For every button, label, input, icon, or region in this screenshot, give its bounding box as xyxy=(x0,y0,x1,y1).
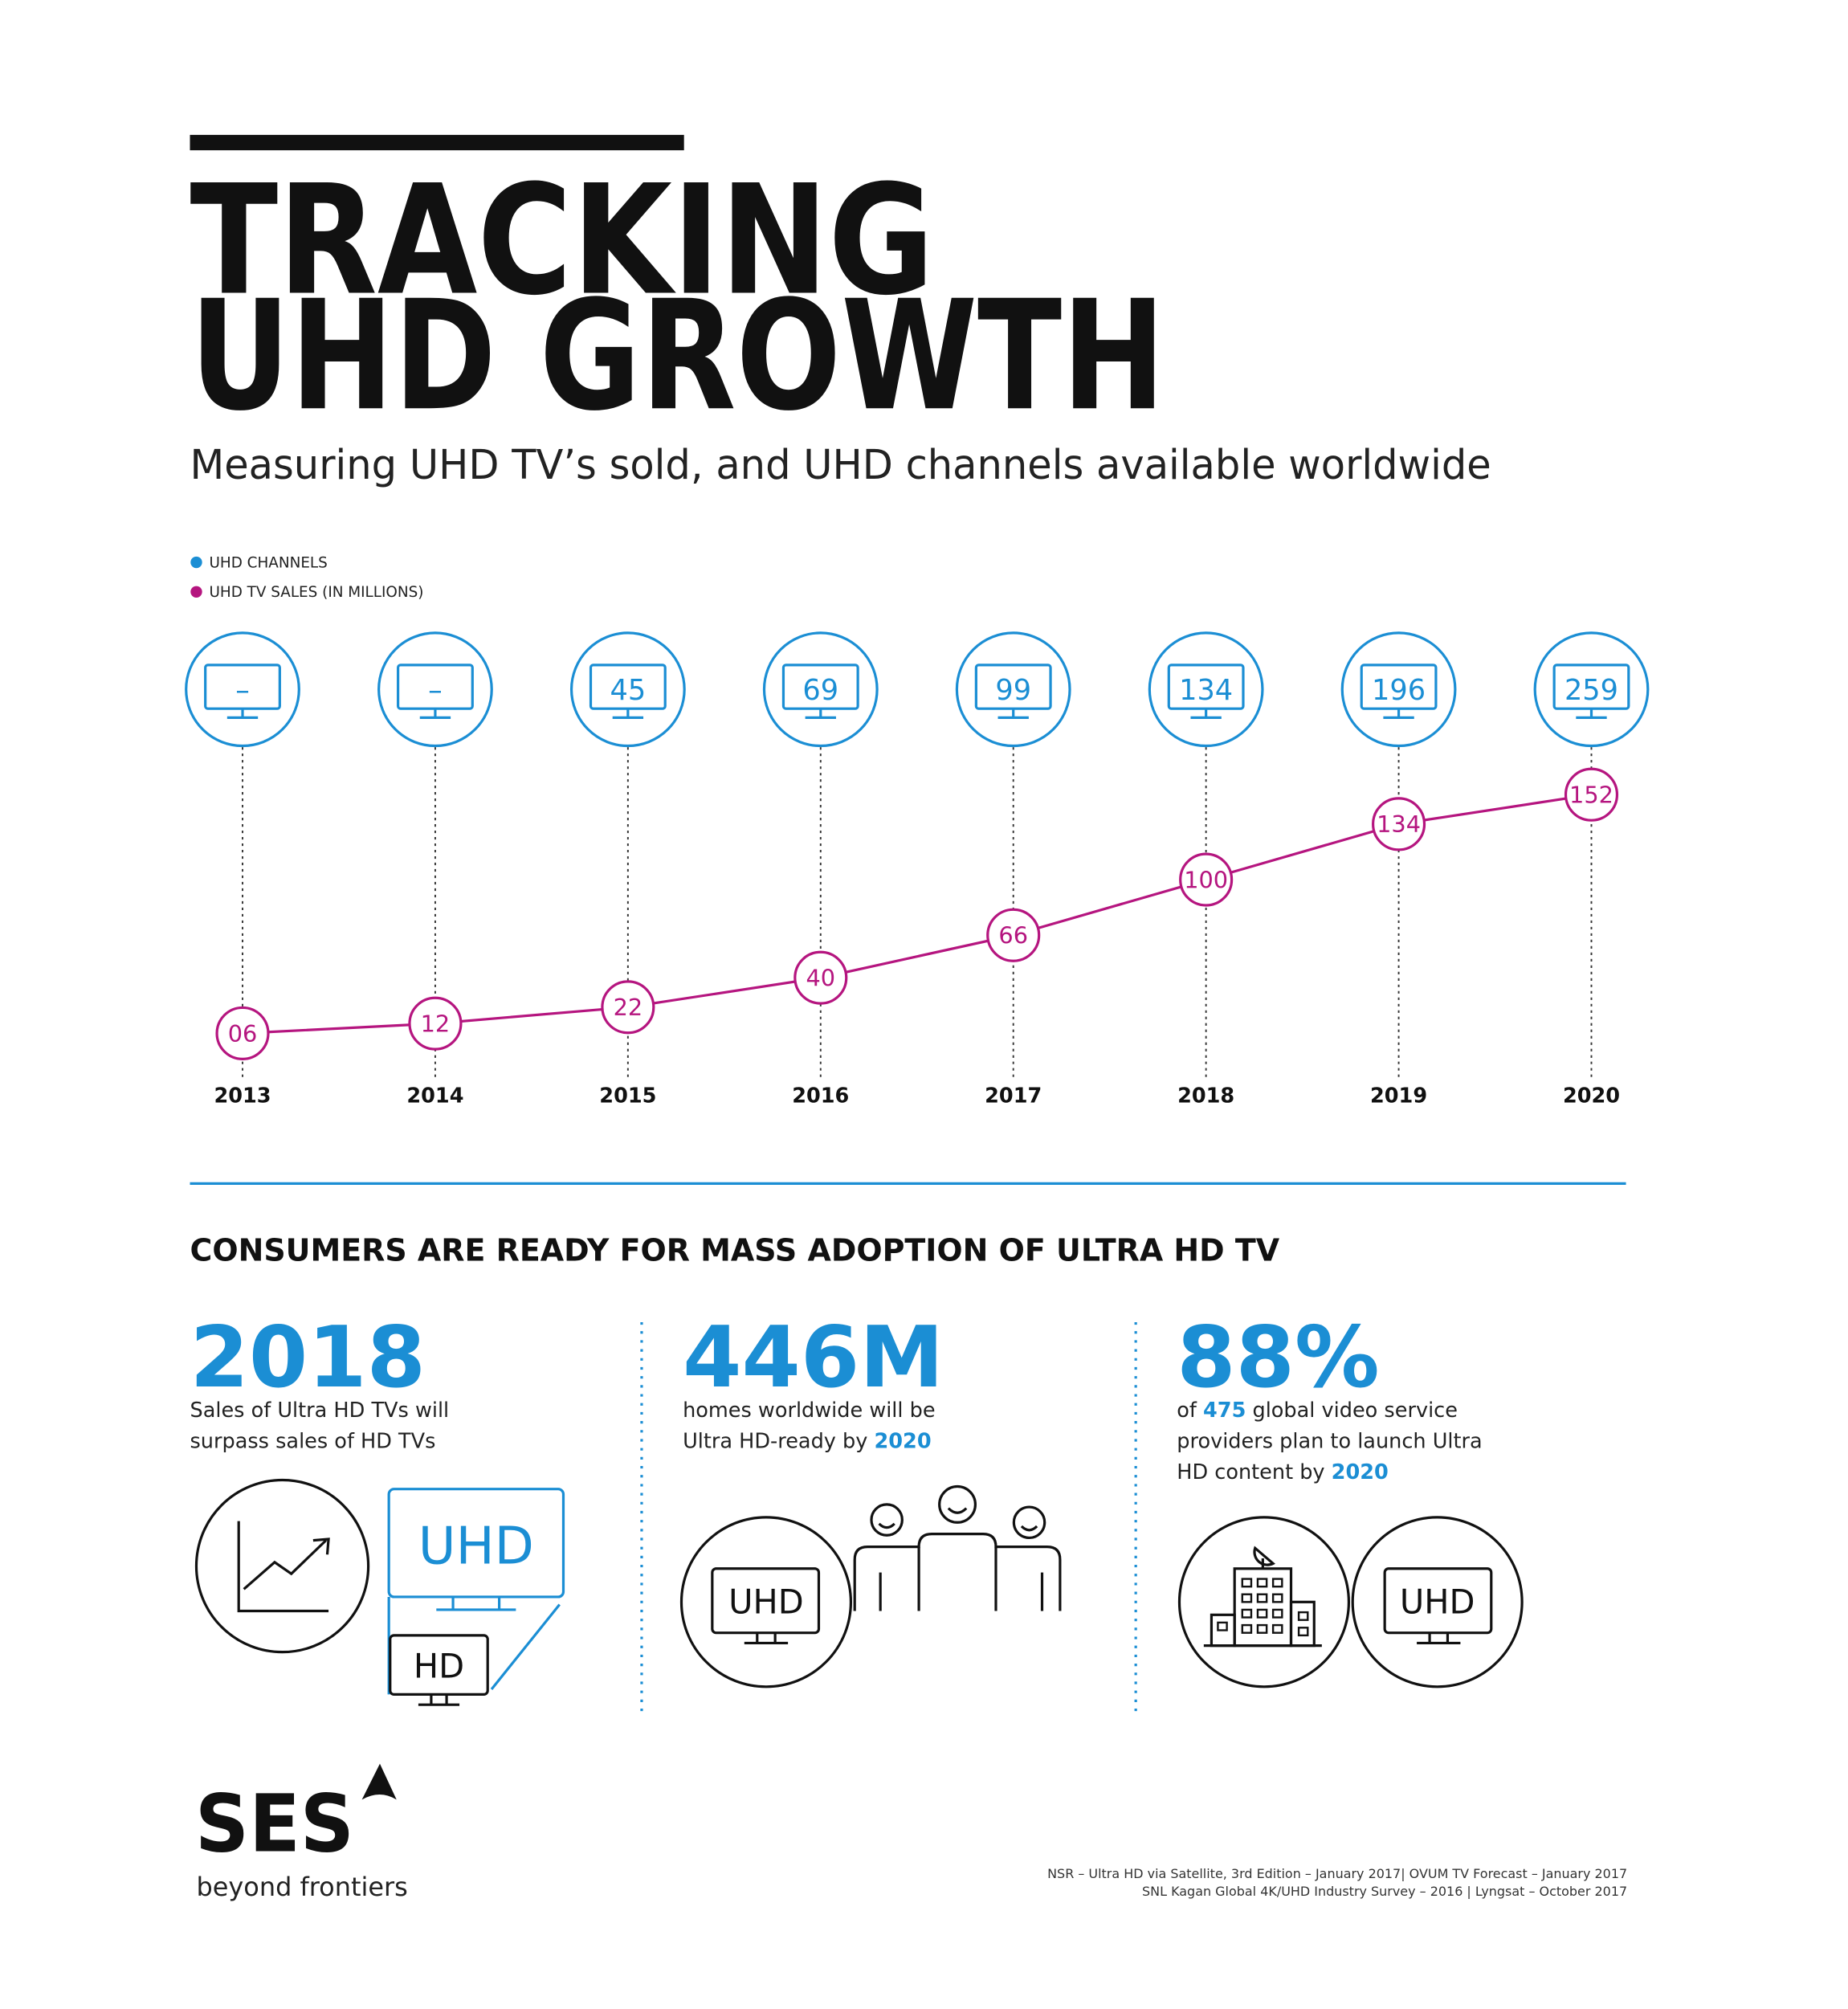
logo-mark xyxy=(361,1763,397,1800)
stat-text-part: homes worldwide will be xyxy=(683,1399,935,1423)
top-bar xyxy=(190,134,684,151)
channel-label: 45 xyxy=(610,674,647,707)
badge-ring xyxy=(1340,631,1457,748)
stat-figure: 446M xyxy=(683,1308,944,1407)
legend-dot xyxy=(190,586,202,598)
sales-point xyxy=(986,908,1041,962)
channel-label: – xyxy=(428,674,443,707)
sales-point xyxy=(1372,797,1426,851)
uhd-service-icon: UHD xyxy=(1351,1516,1524,1688)
channel-badge: 196 xyxy=(1340,631,1457,748)
x-tick-label: 2014 xyxy=(406,1084,463,1109)
icon-label: UHD xyxy=(418,1517,534,1576)
stat-text-part: of xyxy=(1177,1399,1203,1423)
stat-text: of 475 global video service xyxy=(1177,1399,1458,1423)
x-tick-label: 2015 xyxy=(599,1084,656,1109)
stat-text-part: 2020 xyxy=(1332,1460,1389,1484)
people-icon xyxy=(853,1484,1062,1611)
channel-badge: 259 xyxy=(1533,631,1650,748)
logo: SES xyxy=(195,1778,354,1870)
sales-label: 40 xyxy=(806,965,835,992)
stat-text-part: Ultra HD-ready by xyxy=(683,1430,874,1454)
stat-figure: 88% xyxy=(1177,1308,1379,1407)
legend-label: UHD CHANNELS xyxy=(209,554,327,571)
x-tick-label: 2018 xyxy=(1177,1084,1234,1109)
sales-label: 22 xyxy=(614,994,643,1021)
stat-text-part: Sales of Ultra HD TVs will xyxy=(190,1399,449,1423)
sales-point xyxy=(1564,767,1619,822)
stat-text-part: surpass sales of HD TVs xyxy=(190,1430,435,1454)
uhd-homes-icon: UHD xyxy=(679,1516,853,1688)
badge-ring xyxy=(955,631,1071,748)
sales-line xyxy=(242,793,1592,1035)
sales-label: 134 xyxy=(1377,811,1421,838)
stat-text: homes worldwide will be xyxy=(683,1399,935,1423)
source-note: NSR – Ultra HD via Satellite, 3rd Editio… xyxy=(1047,1866,1627,1881)
stat-text: surpass sales of HD TVs xyxy=(190,1430,435,1454)
growth-icon xyxy=(194,1478,370,1654)
channel-label: 259 xyxy=(1564,674,1618,707)
stat-text: HD content by 2020 xyxy=(1177,1460,1389,1484)
badge-ring xyxy=(185,631,300,748)
channel-badge: 99 xyxy=(955,631,1071,748)
channel-badge: – xyxy=(185,631,300,748)
channel-label: 99 xyxy=(995,674,1031,707)
sales-point xyxy=(793,950,848,1005)
subtitle: Measuring UHD TV’s sold, and UHD channel… xyxy=(190,442,1491,489)
stat-text-part: HD content by xyxy=(1177,1460,1331,1484)
chart: UHD CHANNELS UHD TV SALES (IN MILLIONS) 20… xyxy=(185,554,1650,1109)
hd-tv-icon: HD xyxy=(389,1634,489,1706)
icon-label: HD xyxy=(414,1647,464,1686)
stat-text: Sales of Ultra HD TVs will xyxy=(190,1399,449,1423)
sales-label: 152 xyxy=(1569,782,1613,809)
channel-label: – xyxy=(235,674,250,707)
channel-label: 134 xyxy=(1179,674,1233,707)
x-tick-label: 2020 xyxy=(1563,1084,1620,1109)
tagline: beyond frontiers xyxy=(196,1872,407,1902)
icon-label: UHD xyxy=(728,1582,804,1622)
sales-point xyxy=(215,1006,270,1060)
channel-badge: 69 xyxy=(762,631,879,748)
sales-label: 06 xyxy=(228,1020,258,1047)
title-line: TRACKING xyxy=(190,153,934,329)
stat-text-part: 2020 xyxy=(875,1430,932,1454)
building-icon xyxy=(1177,1516,1351,1688)
section-heading: CONSUMERS ARE READY FOR MASS ADOPTION OF… xyxy=(190,1232,1279,1268)
sales-point xyxy=(408,996,463,1051)
sales-label: 66 xyxy=(998,922,1028,949)
channel-label: 69 xyxy=(802,674,838,707)
badge-ring xyxy=(377,631,493,748)
channel-badge: 134 xyxy=(1148,631,1264,748)
sales-label: 12 xyxy=(421,1011,451,1038)
stat-text-part: providers plan to launch Ultra xyxy=(1177,1430,1482,1454)
badge-ring xyxy=(762,631,879,748)
stat-text: providers plan to launch Ultra xyxy=(1177,1430,1482,1454)
badge-ring xyxy=(1533,631,1650,748)
channel-badge: – xyxy=(377,631,493,748)
badge-ring xyxy=(569,631,686,748)
legend-label: UHD TV SALES (IN MILLIONS) xyxy=(209,584,423,601)
stat-text: Ultra HD-ready by 2020 xyxy=(683,1430,932,1454)
stat-figure: 2018 xyxy=(190,1308,426,1407)
channel-label: 196 xyxy=(1372,674,1426,707)
badge-ring xyxy=(1148,631,1264,748)
channel-badge: 45 xyxy=(569,631,686,748)
icon-label: UHD xyxy=(1400,1582,1475,1622)
x-tick-label: 2016 xyxy=(792,1084,849,1109)
stat-text-part: 475 xyxy=(1203,1399,1246,1423)
sales-label: 100 xyxy=(1184,866,1228,893)
x-tick-label: 2013 xyxy=(214,1084,271,1109)
x-tick-label: 2017 xyxy=(985,1084,1042,1109)
sales-point xyxy=(601,980,655,1035)
stat-text-part: global video service xyxy=(1246,1399,1458,1423)
x-tick-label: 2019 xyxy=(1370,1084,1427,1109)
sales-point xyxy=(1179,852,1234,907)
title-line: UHD GROWTH xyxy=(190,268,1165,444)
source-note: SNL Kagan Global 4K/UHD Industry Survey … xyxy=(1142,1884,1627,1899)
legend-dot xyxy=(190,556,202,569)
